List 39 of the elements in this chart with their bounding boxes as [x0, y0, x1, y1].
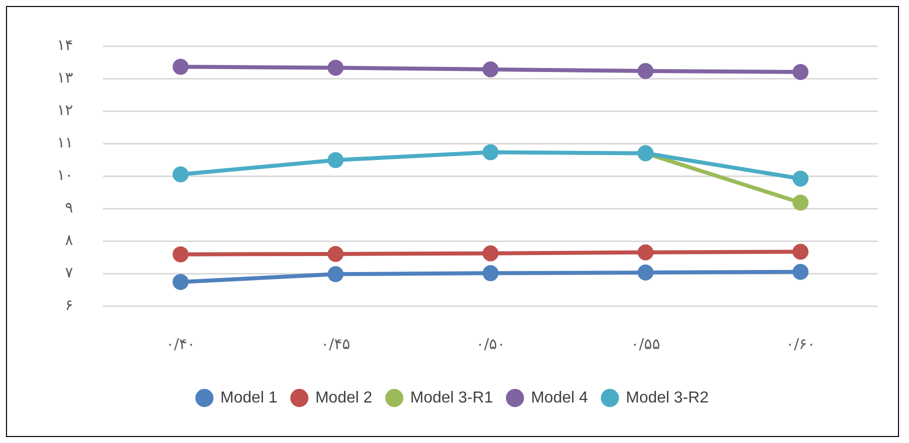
point [328, 60, 344, 76]
point [792, 244, 809, 260]
point [172, 58, 189, 75]
x-tick-label: ۰/۴۵ [320, 334, 350, 353]
y-tick-label: ۷ [65, 263, 74, 282]
point [172, 166, 189, 182]
y-tick-label: ۶ [65, 296, 74, 314]
legend-label: Model 3-R2 [626, 389, 709, 406]
y-tick-label: ۱۱ [56, 133, 74, 152]
y-tick-label: ۹ [65, 198, 74, 216]
x-tick-label: ۰/۴۰ [166, 334, 196, 353]
point [172, 274, 189, 290]
y-tick-label: ۱۴ [56, 36, 74, 54]
legend-label: Model 4 [530, 389, 588, 406]
point [792, 64, 809, 80]
x-tick-label: ۰/۶۰ [786, 334, 816, 353]
y-tick-label: ۱۰ [56, 166, 74, 184]
point [482, 61, 499, 78]
legend-label: Model 1 [220, 389, 278, 406]
legend-label: Model 3-R1 [410, 389, 494, 406]
y-tick-label: ۱۲ [56, 100, 74, 119]
point [792, 264, 809, 280]
point [328, 266, 344, 282]
point [172, 246, 189, 262]
point [792, 170, 809, 187]
point [482, 245, 499, 262]
point [638, 244, 654, 260]
x-tick-label: ۰/۵۰ [476, 334, 506, 353]
y-tick-label: ۱۳ [56, 68, 74, 86]
point [482, 144, 499, 160]
legend-label: Model 2 [315, 389, 372, 406]
point [328, 152, 344, 168]
point [792, 194, 809, 211]
x-tick-label: ۰/۵۵ [630, 334, 660, 353]
point [638, 63, 654, 80]
point [638, 264, 654, 281]
point [328, 246, 344, 262]
point [482, 265, 499, 282]
y-tick-label: ۸ [65, 230, 74, 249]
